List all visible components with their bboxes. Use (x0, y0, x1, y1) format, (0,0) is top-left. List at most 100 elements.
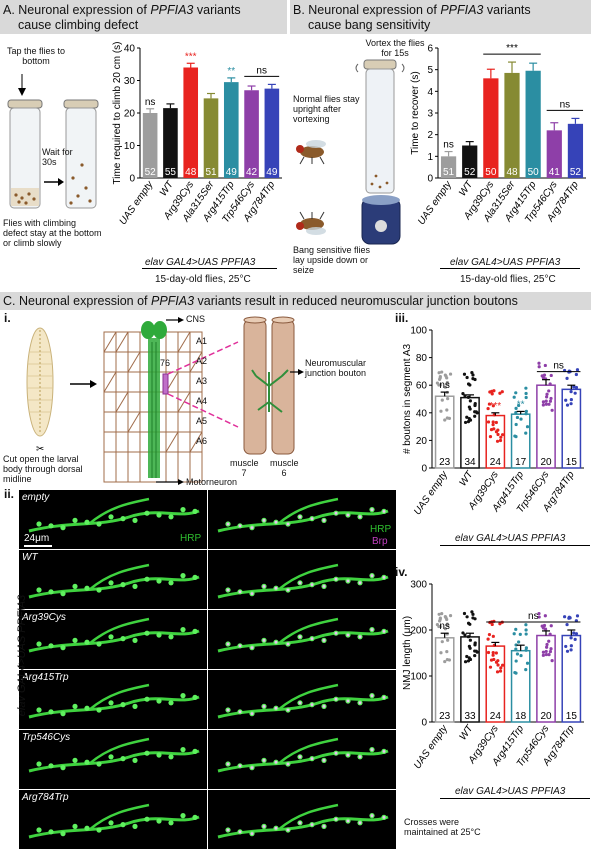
data-point (524, 391, 528, 396)
data-point (550, 659, 554, 663)
bouton (156, 752, 162, 758)
brp-puncta (334, 751, 338, 755)
y-tick-label: 40 (124, 44, 136, 55)
data-point (468, 638, 472, 642)
data-point (437, 371, 441, 375)
brp-puncta (310, 637, 314, 640)
bar (504, 72, 520, 178)
nmj-branch (277, 617, 339, 645)
data-point (471, 373, 475, 377)
brp-puncta (298, 635, 302, 639)
bouton (132, 637, 138, 643)
nmj-branch-drawing (28, 617, 200, 653)
data-point (473, 377, 477, 382)
data-point (440, 370, 444, 374)
micrograph-label: Arg415Trp (22, 672, 69, 683)
data-point (514, 627, 518, 631)
brp-puncta (346, 513, 350, 517)
data-point (491, 634, 495, 638)
brp-puncta (322, 825, 326, 828)
data-point (448, 614, 453, 618)
data-point (489, 428, 494, 432)
y-tick-label: 60 (416, 381, 428, 392)
bouton (108, 820, 114, 826)
data-point (466, 395, 470, 400)
data-point (470, 371, 474, 375)
bouton (180, 507, 186, 513)
data-point (468, 383, 472, 387)
climbing-defect-note: Flies with climbing defect stay at the b… (3, 218, 102, 248)
brp-puncta (382, 576, 386, 579)
data-point (524, 668, 528, 672)
bouton (120, 582, 126, 588)
brp-puncta (370, 748, 374, 751)
panel-c-iii-genotype-line (440, 545, 590, 546)
nmj-branch (88, 617, 150, 645)
bar (546, 130, 562, 178)
data-point (550, 408, 554, 412)
data-point (439, 651, 443, 655)
data-point (474, 410, 478, 414)
brp-puncta (322, 585, 326, 588)
data-point (572, 385, 576, 389)
brp-puncta (358, 635, 362, 639)
n-label: 20 (540, 457, 552, 468)
nmj-branch-drawing (28, 803, 200, 839)
nmj-branch-drawing (28, 737, 200, 773)
data-point (541, 653, 545, 657)
n-label: 48 (185, 167, 197, 178)
bouton (180, 693, 186, 699)
nmj-branch-drawing (28, 497, 200, 533)
brp-puncta (298, 821, 302, 825)
bouton (144, 576, 150, 582)
data-point (498, 391, 502, 395)
data-point (544, 399, 548, 403)
data-point (465, 615, 469, 619)
panel-a-genotype: elav GAL4>UAS PPFIA3 (145, 257, 256, 268)
data-point (547, 653, 551, 657)
brp-puncta (238, 524, 242, 528)
brp-puncta (262, 639, 266, 642)
data-point (574, 385, 579, 390)
y-axis-label: NMJ length (μm) (402, 616, 413, 690)
data-point (544, 402, 548, 406)
n-label: 51 (443, 167, 455, 178)
panel-b-footer: 15-day-old flies, 25°C (460, 274, 556, 285)
data-point (496, 428, 500, 432)
data-point (544, 652, 548, 657)
data-point (567, 369, 571, 373)
panel-c-i-label: i. (4, 311, 11, 325)
brp-puncta (274, 706, 278, 710)
category-label: WT (458, 469, 476, 489)
bouton (96, 587, 102, 593)
bar (460, 636, 480, 723)
data-point (548, 382, 552, 386)
bouton (60, 765, 66, 771)
significance-label: ns (439, 621, 450, 632)
bouton (48, 589, 54, 595)
data-point (519, 417, 523, 421)
brp-puncta (262, 705, 266, 708)
data-point (466, 420, 471, 424)
nmj-branch (277, 497, 339, 525)
data-point (446, 382, 450, 386)
bouton (60, 525, 66, 531)
data-point (491, 650, 495, 655)
segment-a4: A4 (196, 396, 208, 406)
bouton (72, 583, 78, 589)
micrograph-hrp: Arg784Trp (19, 790, 207, 849)
n-label: 20 (540, 711, 552, 722)
brp-puncta (346, 819, 350, 823)
brp-puncta (238, 764, 242, 768)
data-point (549, 647, 553, 651)
significance-label: *** (185, 51, 197, 62)
significance-label: ns (443, 140, 454, 151)
data-point (548, 632, 552, 636)
bouton (96, 761, 102, 767)
panel-b-title-line2: cause bang sensitivity (308, 18, 431, 32)
data-point (565, 376, 569, 380)
significance-label: ns (145, 97, 156, 108)
bar (203, 98, 219, 178)
y-tick-label: 10 (124, 141, 136, 152)
y-tick-label: 200 (410, 626, 427, 637)
